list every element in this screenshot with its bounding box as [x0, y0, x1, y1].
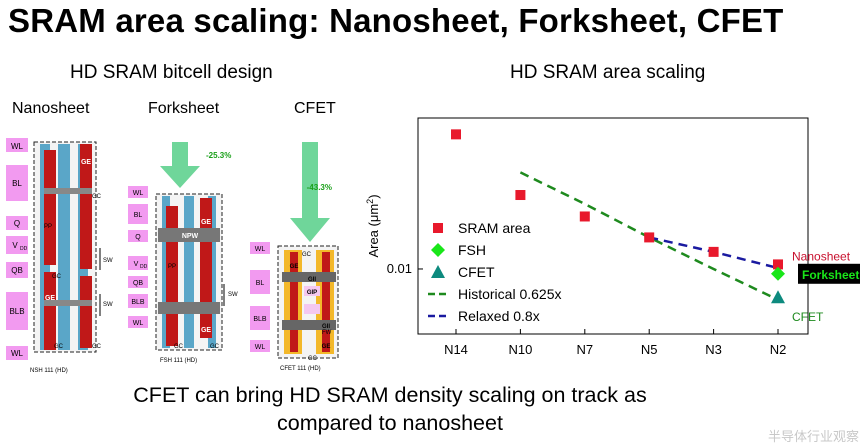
x-tick-label: N10 — [508, 342, 532, 357]
legend-swatch-square — [433, 223, 443, 233]
fsh-label-q: Q — [135, 234, 141, 241]
fsh-gate-npw: NPW — [182, 233, 199, 240]
x-tick-label: N5 — [641, 342, 658, 357]
ns-label-wl-bottom: WL — [11, 349, 24, 358]
cfet-gate-ge-bottom: GE — [322, 344, 331, 350]
ns-label-vdd-sub: DD — [20, 246, 28, 252]
ns-gate-ge-top: GE — [81, 159, 91, 166]
ns-label-bl: BL — [12, 179, 22, 188]
caption-line-1: CFET can bring HD SRAM density scaling o… — [133, 383, 647, 407]
cfet-label-bl: BL — [256, 280, 265, 287]
ns-marker-gc-bottom-left: GC — [54, 344, 64, 350]
cfet-heading: CFET — [294, 100, 336, 117]
slide-title: SRAM area scaling: Nanosheet, Forksheet,… — [8, 2, 784, 39]
fsh-gate-ge-bottom: GE — [201, 327, 211, 334]
forksheet-cell: -25.3% WL BL Q V DD QB BLB WL NPW GE GE … — [128, 142, 238, 364]
ns-label-q: Q — [14, 219, 20, 228]
legend-swatch-diamond — [431, 243, 445, 257]
cfet-gate-gii-bottom: GII — [322, 324, 330, 330]
ns-marker-sw-top: SW — [103, 258, 113, 264]
cfet-footer: CFET 111 (HD) — [280, 366, 321, 372]
fsh-marker-gc-right: GC — [210, 344, 220, 350]
cfet-cell: -43.3% WL BL BLB WL GE GII GIP GII GE GC… — [250, 142, 339, 372]
ns-marker-pp: PP — [44, 224, 52, 230]
cfet-marker-gc-bottom: GC — [308, 356, 318, 362]
point-fsh-n2 — [771, 266, 785, 281]
x-tick-label: N14 — [444, 342, 468, 357]
legend-swatch-triangle — [431, 265, 445, 278]
legend-label: Historical 0.625x — [458, 286, 562, 302]
ns-marker-sw-bottom: SW — [103, 302, 113, 308]
annotation-nanosheet: Nanosheet — [792, 249, 851, 263]
point-sram-area-n10 — [515, 190, 526, 201]
bitcell-layouts: WL BL Q V DD QB BLB WL GE GE GC PP SW SW… — [6, 138, 339, 374]
nanosheet-cell: WL BL Q V DD QB BLB WL GE GE GC PP SW SW… — [6, 138, 113, 374]
fsh-label-qb: QB — [133, 280, 143, 287]
fsh-marker-gc-left: GC — [174, 344, 184, 350]
fsh-label-wl-bottom: WL — [133, 320, 144, 327]
point-sram-area-n2 — [773, 259, 783, 270]
chart-subtitle: HD SRAM area scaling — [510, 62, 706, 83]
fsh-footer: FSH 111 (HD) — [160, 358, 197, 364]
fsh-reduction: -25.3% — [206, 151, 231, 160]
cfet-reduction: -43.3% — [307, 183, 332, 192]
ns-gate-ge-bottom: GE — [45, 295, 55, 302]
cfet-gate-ge-top: GE — [290, 264, 299, 270]
legend-label: CFET — [458, 264, 495, 280]
ns-label-qb: QB — [11, 266, 23, 275]
ns-marker-gc-bottom-right: GC — [92, 344, 102, 350]
series-markers — [451, 129, 785, 304]
axis-ticks: N14 N10 N7 N5 N3 N2 0.01 — [387, 261, 787, 357]
point-sram-area-n14 — [451, 129, 461, 140]
annotation-forksheet: Forksheet — [802, 268, 859, 282]
cfet-marker-gc-top: GC — [302, 252, 312, 258]
forksheet-heading: Forksheet — [148, 100, 220, 117]
ns-footer: NSH 111 (HD) — [30, 368, 68, 374]
fsh-marker-sw: SW — [228, 292, 238, 298]
cfet-gate-gii-top: GII — [308, 277, 316, 283]
cfet-marker-fw: FW — [322, 330, 332, 336]
annotation-forksheet-bg — [798, 263, 860, 284]
cfet-label-wl-bottom: WL — [255, 344, 266, 351]
legend-label: FSH — [458, 242, 486, 258]
nanosheet-heading: Nanosheet — [12, 100, 90, 117]
fsh-label-vdd-sub: DD — [140, 264, 148, 270]
bitcell-subtitle: HD SRAM bitcell design — [70, 62, 273, 83]
fsh-label-vdd: V — [134, 261, 139, 268]
caption-line-2: compared to nanosheet — [277, 411, 503, 435]
chart-annotations: Nanosheet Forksheet CFET — [792, 249, 860, 324]
fsh-gate-ge-top: GE — [201, 219, 211, 226]
point-sram-area-n3 — [708, 246, 719, 257]
ns-label-blb: BLB — [9, 307, 24, 316]
fsh-label-bl: BL — [134, 212, 143, 219]
cfet-gate-gip: GIP — [307, 290, 317, 296]
point-sram-area-n7 — [579, 211, 590, 222]
legend-label: SRAM area — [458, 220, 531, 236]
x-tick-label: N2 — [770, 342, 787, 357]
legend-label: Relaxed 0.8x — [458, 308, 540, 324]
series-line-historical-0-625x — [519, 171, 779, 301]
ns-marker-gc: GC — [92, 194, 102, 200]
cfet-label-wl-top: WL — [255, 246, 266, 253]
watermark: 半导体行业观察 — [767, 429, 859, 444]
y-axis-label: Area (μm2) — [365, 194, 381, 257]
point-sram-area-n5 — [644, 232, 655, 243]
fsh-label-wl-top: WL — [133, 190, 144, 197]
fsh-marker-pp: PP — [168, 264, 176, 270]
ns-label-wl-top: WL — [11, 142, 24, 151]
area-scaling-chart: N14 N10 N7 N5 N3 N2 0.01 SRAM area FSH CFET Histo… — [365, 117, 860, 357]
y-tick-label: 0.01 — [387, 261, 412, 276]
cfet-label-blb: BLB — [253, 316, 267, 323]
chart-legend: SRAM area FSH CFET Historical 0.625x Relaxed… — [428, 220, 562, 324]
plot-frame — [417, 117, 809, 335]
x-tick-label: N7 — [576, 342, 593, 357]
ns-label-vdd: V — [12, 241, 18, 250]
fsh-label-blb: BLB — [131, 299, 145, 306]
annotation-cfet: CFET — [792, 310, 824, 324]
ns-marker-gc-mid: GC — [52, 274, 62, 280]
point-cfet-n2 — [771, 290, 785, 304]
x-tick-label: N3 — [705, 342, 722, 357]
